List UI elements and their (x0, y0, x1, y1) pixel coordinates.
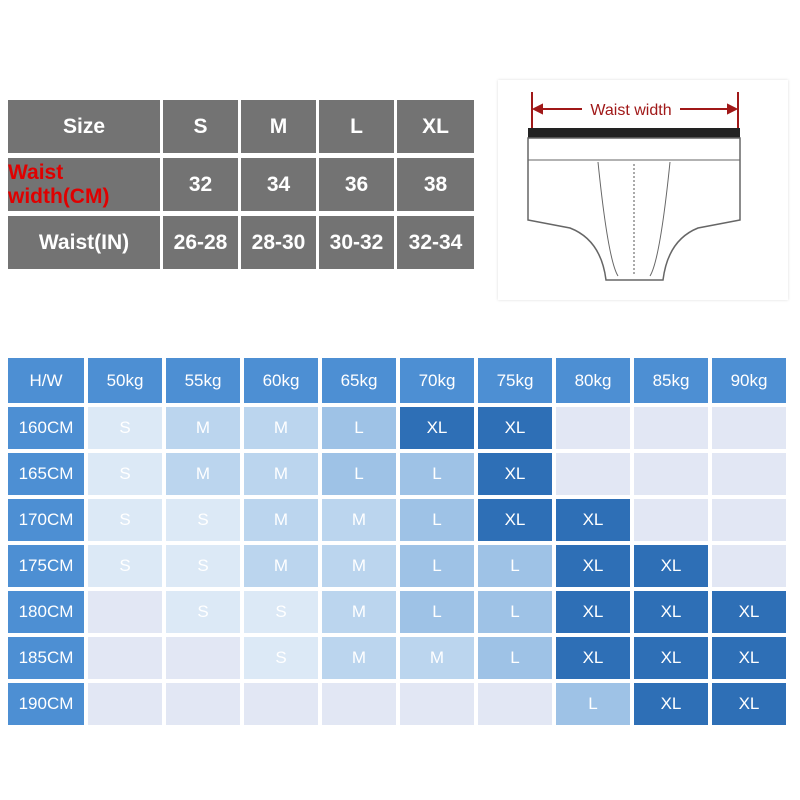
size-cell (88, 637, 162, 679)
size-header: Size (8, 100, 160, 153)
weight-header: 85kg (634, 358, 708, 403)
size-cell: S (166, 545, 240, 587)
weight-header: 50kg (88, 358, 162, 403)
size-cell: XL (712, 591, 786, 633)
size-cell: XL (478, 407, 552, 449)
size-cell (322, 683, 396, 725)
size-cell: L (478, 545, 552, 587)
size-cell: XL (634, 637, 708, 679)
height-header: 170CM (8, 499, 84, 541)
size-cell: L (400, 499, 474, 541)
size-cell: S (88, 453, 162, 495)
size-recommendation-grid: H/W 50kg 55kg 60kg 65kg 70kg 75kg 80kg 85kg 90kg 1… (8, 358, 786, 725)
weight-header: 65kg (322, 358, 396, 403)
size-cell: XL (556, 499, 630, 541)
size-cell: M (244, 407, 318, 449)
row-label-waist-width: Waist width(CM) (8, 158, 160, 211)
size-cell: S (88, 499, 162, 541)
size-cell (634, 407, 708, 449)
size-cell: L (322, 453, 396, 495)
cell: 28-30 (241, 216, 316, 269)
size-cell: XL (400, 407, 474, 449)
height-header: 160CM (8, 407, 84, 449)
size-cell (88, 591, 162, 633)
size-cell (400, 683, 474, 725)
size-cell: S (244, 591, 318, 633)
size-cell: L (400, 545, 474, 587)
cell: 30-32 (319, 216, 394, 269)
size-cell: M (322, 637, 396, 679)
cell: 34 (241, 158, 316, 211)
size-cell (556, 407, 630, 449)
size-cell: XL (712, 683, 786, 725)
size-cell: M (166, 453, 240, 495)
size-header: XL (397, 100, 474, 153)
size-cell (712, 545, 786, 587)
height-header: 175CM (8, 545, 84, 587)
weight-header: 75kg (478, 358, 552, 403)
size-cell: M (322, 545, 396, 587)
size-cell: L (400, 453, 474, 495)
size-cell: XL (634, 545, 708, 587)
size-cell (478, 683, 552, 725)
height-header: 190CM (8, 683, 84, 725)
size-cell: M (244, 545, 318, 587)
size-cell (244, 683, 318, 725)
cell: 38 (397, 158, 474, 211)
size-cell: M (244, 453, 318, 495)
size-cell: M (400, 637, 474, 679)
size-cell (88, 683, 162, 725)
size-cell (712, 407, 786, 449)
waist-width-label: Waist width (590, 102, 671, 119)
size-cell: XL (634, 683, 708, 725)
height-header: 180CM (8, 591, 84, 633)
size-cell (166, 683, 240, 725)
corner-label: H/W (8, 358, 84, 403)
weight-header: 80kg (556, 358, 630, 403)
size-header: S (163, 100, 238, 153)
weight-header: 70kg (400, 358, 474, 403)
cell: 32 (163, 158, 238, 211)
height-header: 185CM (8, 637, 84, 679)
weight-header: 60kg (244, 358, 318, 403)
size-cell (634, 453, 708, 495)
size-cell: XL (556, 591, 630, 633)
size-cell: M (166, 407, 240, 449)
size-cell: XL (478, 453, 552, 495)
size-header: L (319, 100, 394, 153)
size-cell: M (244, 499, 318, 541)
size-cell: L (556, 683, 630, 725)
size-cell: XL (556, 637, 630, 679)
size-cell: S (166, 591, 240, 633)
size-cell: XL (556, 545, 630, 587)
size-cell (634, 499, 708, 541)
size-cell: S (244, 637, 318, 679)
size-cell: S (88, 545, 162, 587)
size-table: Size S M L XL Waist width(CM) 32 34 36 3… (8, 100, 474, 269)
size-header: M (241, 100, 316, 153)
size-cell: L (478, 637, 552, 679)
size-cell: L (322, 407, 396, 449)
size-cell (712, 453, 786, 495)
size-cell: L (478, 591, 552, 633)
weight-header: 55kg (166, 358, 240, 403)
briefs-illustration: Waist width (498, 80, 788, 300)
size-cell (712, 499, 786, 541)
size-cell (556, 453, 630, 495)
size-cell: XL (478, 499, 552, 541)
size-cell: S (166, 499, 240, 541)
size-cell: M (322, 591, 396, 633)
cell: 36 (319, 158, 394, 211)
height-header: 165CM (8, 453, 84, 495)
cell: 26-28 (163, 216, 238, 269)
size-cell: XL (634, 591, 708, 633)
size-cell: L (400, 591, 474, 633)
weight-header: 90kg (712, 358, 786, 403)
row-label-waist-in: Waist(IN) (8, 216, 160, 269)
size-cell: M (322, 499, 396, 541)
size-cell: S (88, 407, 162, 449)
size-cell (166, 637, 240, 679)
size-cell: XL (712, 637, 786, 679)
cell: 32-34 (397, 216, 474, 269)
